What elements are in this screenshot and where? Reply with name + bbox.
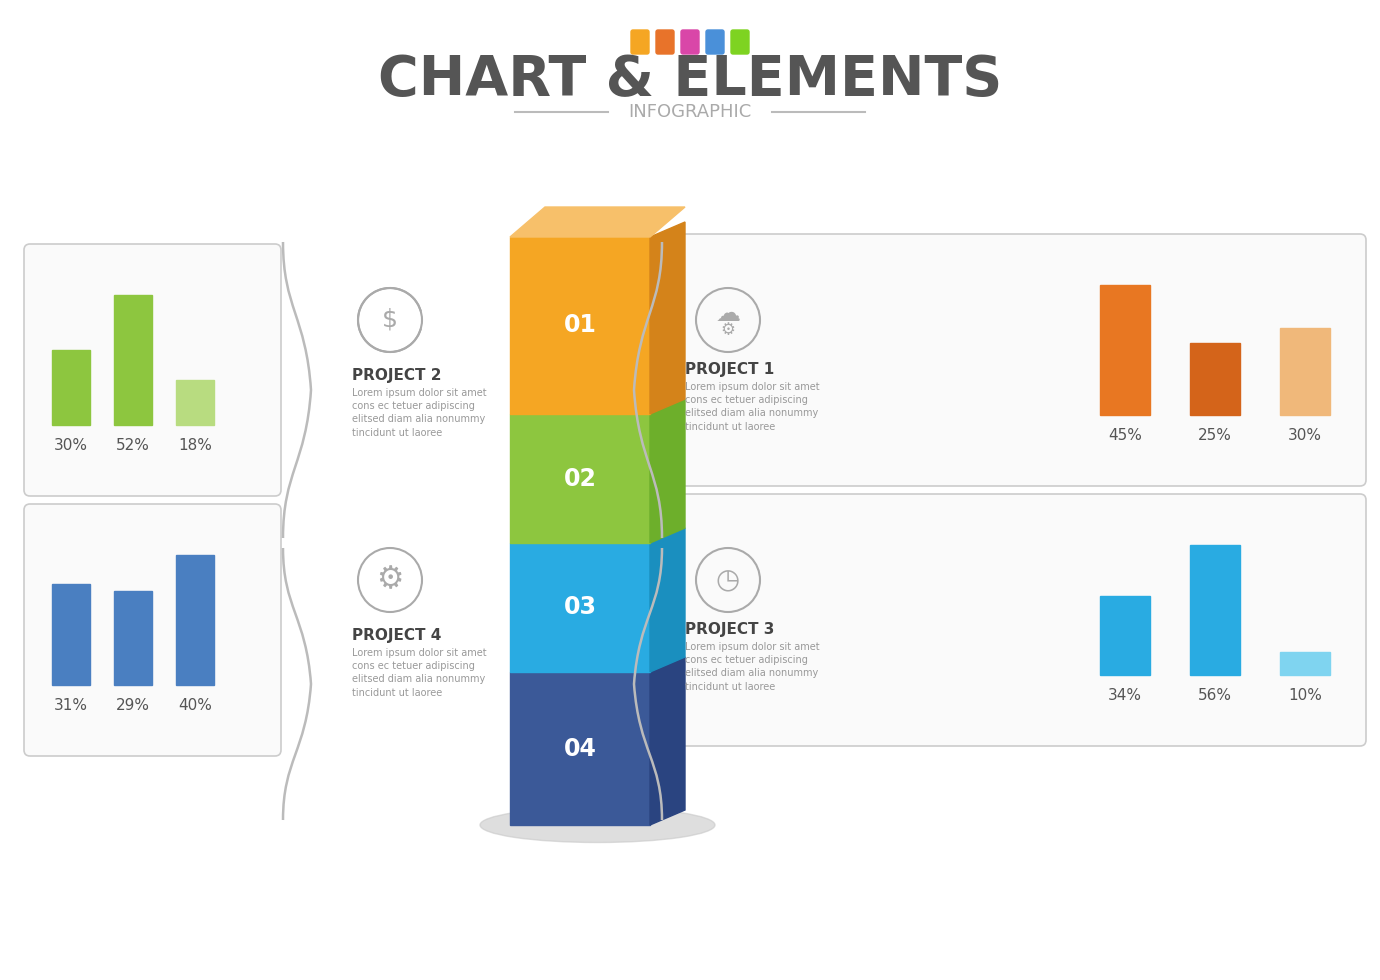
Polygon shape — [650, 657, 684, 825]
Text: 29%: 29% — [116, 698, 150, 712]
FancyBboxPatch shape — [664, 494, 1366, 746]
Bar — [1190, 343, 1241, 415]
Text: 02: 02 — [563, 466, 596, 491]
FancyBboxPatch shape — [23, 504, 282, 756]
Bar — [511, 237, 650, 414]
Polygon shape — [511, 207, 684, 237]
FancyBboxPatch shape — [680, 30, 700, 54]
Bar — [1190, 545, 1241, 675]
Text: 04: 04 — [563, 737, 596, 760]
Text: 30%: 30% — [54, 437, 88, 453]
Polygon shape — [650, 528, 684, 672]
Text: 31%: 31% — [54, 698, 88, 712]
Text: PROJECT 4: PROJECT 4 — [352, 628, 442, 643]
Bar — [1281, 652, 1330, 675]
Text: Lorem ipsum dolor sit amet
cons ec tetuer adipiscing
elitsed diam alia nonummy
t: Lorem ipsum dolor sit amet cons ec tetue… — [684, 382, 820, 431]
Text: ⚙: ⚙ — [377, 565, 404, 595]
Text: Lorem ipsum dolor sit amet
cons ec tetuer adipiscing
elitsed diam alia nonummy
t: Lorem ipsum dolor sit amet cons ec tetue… — [352, 388, 487, 438]
Text: 25%: 25% — [1198, 427, 1232, 443]
Text: 01: 01 — [563, 314, 596, 337]
Bar — [511, 543, 650, 672]
FancyBboxPatch shape — [656, 30, 673, 54]
Polygon shape — [650, 399, 684, 543]
Text: ⚙: ⚙ — [720, 321, 736, 339]
Bar — [511, 672, 650, 825]
Text: PROJECT 2: PROJECT 2 — [352, 368, 442, 383]
FancyBboxPatch shape — [731, 30, 749, 54]
Bar — [1281, 328, 1330, 415]
Text: 03: 03 — [563, 596, 596, 619]
Text: ☁: ☁ — [715, 302, 741, 326]
Bar — [511, 414, 650, 543]
Text: PROJECT 3: PROJECT 3 — [684, 622, 774, 637]
Text: PROJECT 1: PROJECT 1 — [684, 362, 774, 377]
Text: 30%: 30% — [1288, 427, 1322, 443]
Text: 56%: 56% — [1198, 688, 1232, 703]
Text: 52%: 52% — [116, 437, 150, 453]
Text: Lorem ipsum dolor sit amet
cons ec tetuer adipiscing
elitsed diam alia nonummy
t: Lorem ipsum dolor sit amet cons ec tetue… — [352, 648, 487, 698]
Text: 10%: 10% — [1288, 688, 1322, 703]
Bar — [115, 295, 152, 425]
Text: INFOGRAPHIC: INFOGRAPHIC — [628, 103, 752, 121]
Text: 18%: 18% — [178, 437, 213, 453]
FancyBboxPatch shape — [707, 30, 725, 54]
Text: 45%: 45% — [1108, 427, 1141, 443]
Bar — [1100, 285, 1150, 415]
FancyBboxPatch shape — [23, 244, 282, 496]
Ellipse shape — [480, 808, 715, 843]
Bar — [52, 350, 90, 425]
Bar — [1100, 596, 1150, 675]
FancyBboxPatch shape — [631, 30, 649, 54]
Bar — [52, 584, 90, 685]
Text: 34%: 34% — [1108, 688, 1143, 703]
FancyBboxPatch shape — [664, 234, 1366, 486]
Bar — [177, 380, 214, 425]
Polygon shape — [650, 222, 684, 414]
Text: 40%: 40% — [178, 698, 213, 712]
Text: Lorem ipsum dolor sit amet
cons ec tetuer adipiscing
elitsed diam alia nonummy
t: Lorem ipsum dolor sit amet cons ec tetue… — [684, 642, 820, 692]
Bar — [177, 555, 214, 685]
Text: CHART & ELEMENTS: CHART & ELEMENTS — [378, 53, 1002, 107]
Text: ◷: ◷ — [716, 566, 740, 594]
Text: $: $ — [382, 308, 397, 332]
Bar — [115, 591, 152, 685]
